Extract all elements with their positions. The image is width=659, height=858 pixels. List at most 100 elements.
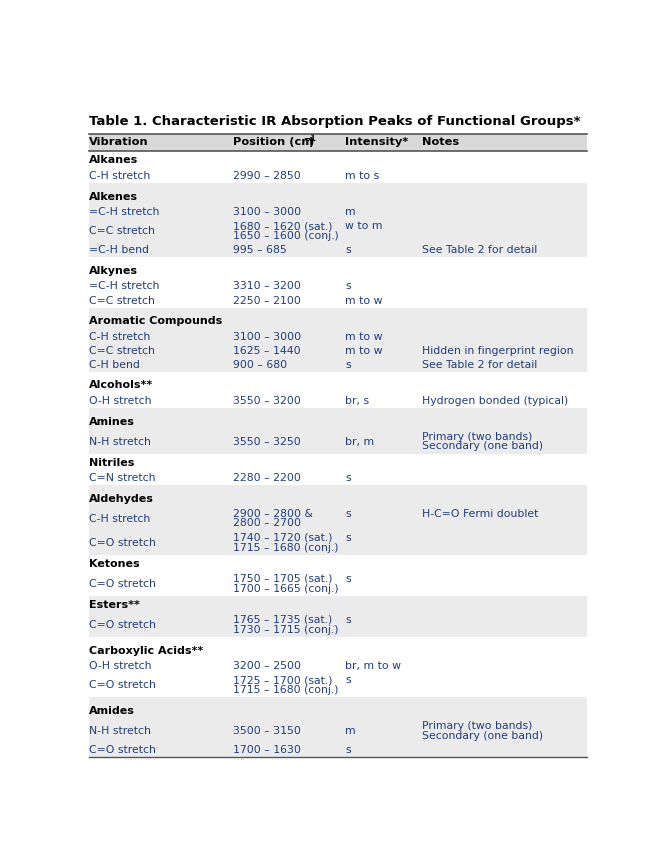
Text: 2800 – 2700: 2800 – 2700 [233, 518, 301, 529]
Text: =C-H bend: =C-H bend [88, 245, 148, 256]
Bar [88, 430, 587, 454]
Text: Hydrogen bonded (typical): Hydrogen bonded (typical) [422, 396, 568, 406]
Text: Aromatic Compounds: Aromatic Compounds [88, 316, 222, 326]
Text: Alcohols**: Alcohols** [88, 380, 153, 390]
Bar [88, 637, 587, 642]
Text: Vibration: Vibration [88, 137, 148, 148]
Text: m: m [345, 208, 356, 217]
Bar [88, 507, 587, 531]
Bar [88, 485, 587, 490]
Text: 1725 – 1700 (sat.): 1725 – 1700 (sat.) [233, 675, 333, 685]
Text: 1625 – 1440: 1625 – 1440 [233, 346, 301, 356]
Text: Table 1. Characteristic IR Absorption Peaks of Functional Groups*: Table 1. Characteristic IR Absorption Pe… [88, 115, 580, 128]
Text: Secondary (one band): Secondary (one band) [422, 441, 543, 451]
Text: C=O stretch: C=O stretch [88, 538, 156, 548]
Text: m to s: m to s [345, 171, 380, 181]
Bar [88, 454, 587, 471]
Text: Intensity*: Intensity* [345, 137, 409, 148]
Bar [88, 596, 587, 613]
Text: Nitriles: Nitriles [88, 457, 134, 468]
Bar [88, 188, 587, 205]
Text: 995 – 685: 995 – 685 [233, 245, 287, 256]
Text: =C-H stretch: =C-H stretch [88, 208, 159, 217]
Bar [88, 257, 587, 263]
Text: Esters**: Esters** [88, 600, 140, 610]
Text: 3200 – 2500: 3200 – 2500 [233, 662, 301, 671]
Text: C-H stretch: C-H stretch [88, 514, 150, 524]
Text: C=C stretch: C=C stretch [88, 346, 154, 356]
Bar [88, 703, 587, 719]
Text: 2990 – 2850: 2990 – 2850 [233, 171, 301, 181]
Text: Alkanes: Alkanes [88, 155, 138, 165]
Bar [88, 169, 587, 184]
Text: Hidden in fingerprint region: Hidden in fingerprint region [422, 346, 573, 356]
Text: O-H stretch: O-H stretch [88, 396, 151, 406]
Text: 1740 – 1720 (sat.): 1740 – 1720 (sat.) [233, 533, 333, 543]
Text: 900 – 680: 900 – 680 [233, 360, 287, 370]
Text: N-H stretch: N-H stretch [88, 726, 150, 736]
Text: C-H stretch: C-H stretch [88, 171, 150, 181]
Text: br, s: br, s [345, 396, 370, 406]
Text: 2280 – 2200: 2280 – 2200 [233, 473, 301, 483]
Bar [88, 377, 587, 394]
Text: Ketones: Ketones [88, 559, 139, 569]
Text: m to w: m to w [345, 332, 383, 341]
Bar [88, 293, 587, 308]
Bar [88, 308, 587, 312]
Text: See Table 2 for detail: See Table 2 for detail [422, 360, 537, 370]
Text: s: s [345, 509, 351, 519]
Bar [88, 280, 587, 293]
Text: Primary (two bands): Primary (two bands) [422, 432, 532, 442]
Bar [88, 531, 587, 555]
Text: Alkynes: Alkynes [88, 266, 138, 276]
Text: 1680 – 1620 (sat.): 1680 – 1620 (sat.) [233, 221, 333, 231]
Text: C-H bend: C-H bend [88, 360, 140, 370]
Text: Secondary (one band): Secondary (one band) [422, 731, 543, 740]
Bar [88, 743, 587, 758]
Text: s: s [345, 746, 351, 755]
Text: C=O stretch: C=O stretch [88, 680, 156, 691]
Bar [88, 205, 587, 220]
Text: C=N stretch: C=N stretch [88, 473, 155, 483]
Bar [88, 659, 587, 674]
Text: 1650 – 1600 (conj.): 1650 – 1600 (conj.) [233, 231, 339, 240]
Bar [88, 490, 587, 507]
Bar [88, 312, 587, 329]
Bar [88, 698, 587, 703]
Text: 1715 – 1680 (conj.): 1715 – 1680 (conj.) [233, 685, 339, 695]
Text: C=C stretch: C=C stretch [88, 227, 154, 236]
Text: 2900 – 2800 &: 2900 – 2800 & [233, 509, 313, 519]
Text: O-H stretch: O-H stretch [88, 662, 151, 671]
Text: w to m: w to m [345, 221, 383, 231]
Text: C=O stretch: C=O stretch [88, 579, 156, 589]
Text: Amides: Amides [88, 706, 134, 716]
Bar [88, 572, 587, 596]
Text: 3100 – 3000: 3100 – 3000 [233, 332, 301, 341]
Bar [88, 674, 587, 698]
Text: −1: −1 [303, 134, 316, 143]
Text: C-H stretch: C-H stretch [88, 332, 150, 341]
Text: 3500 – 3150: 3500 – 3150 [233, 726, 301, 736]
Text: 1700 – 1665 (conj.): 1700 – 1665 (conj.) [233, 583, 339, 594]
Bar [88, 613, 587, 637]
Text: 3550 – 3250: 3550 – 3250 [233, 437, 301, 447]
Text: br, m to w: br, m to w [345, 662, 401, 671]
Text: Aldehydes: Aldehydes [88, 493, 154, 504]
Text: m to w: m to w [345, 346, 383, 356]
Bar [88, 220, 587, 244]
Text: s: s [345, 533, 351, 543]
Bar [88, 134, 587, 151]
Text: 1750 – 1705 (sat.): 1750 – 1705 (sat.) [233, 574, 333, 584]
Text: C=C stretch: C=C stretch [88, 296, 154, 305]
Bar [88, 184, 587, 188]
Bar [88, 372, 587, 377]
Text: s: s [345, 360, 351, 370]
Text: Position (cm: Position (cm [233, 137, 313, 148]
Text: C=O stretch: C=O stretch [88, 620, 156, 631]
Text: =C-H stretch: =C-H stretch [88, 281, 159, 292]
Text: s: s [345, 675, 351, 685]
Text: s: s [345, 473, 351, 483]
Bar [88, 263, 587, 280]
Bar [88, 394, 587, 408]
Text: Alkenes: Alkenes [88, 191, 138, 202]
